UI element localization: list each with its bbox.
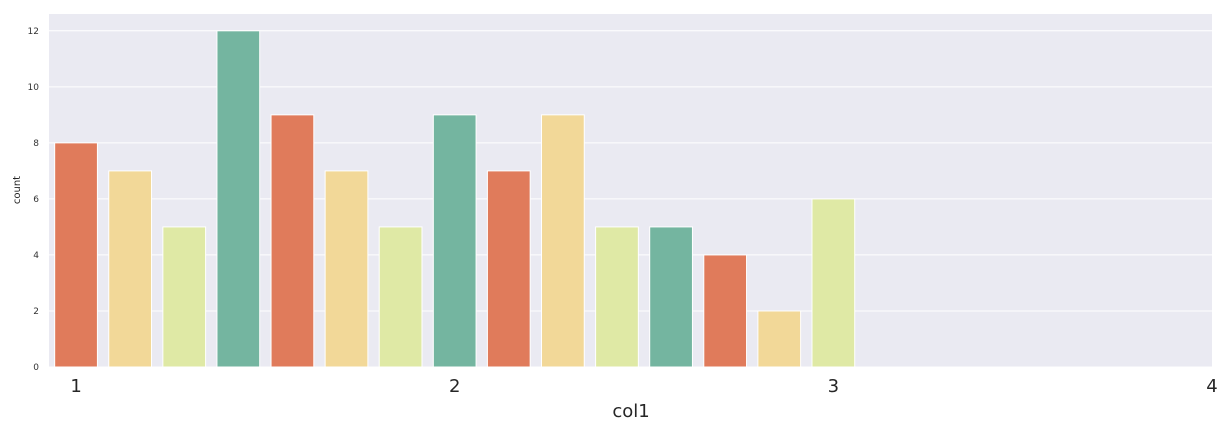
bar: [595, 226, 639, 368]
bar: [378, 226, 423, 368]
bar: [757, 310, 802, 368]
y-tick-label: 6: [33, 195, 39, 205]
y-tick-label: 0: [33, 363, 39, 373]
bar: [432, 114, 477, 368]
x-tick-label: 3: [828, 376, 839, 397]
bar: [162, 226, 207, 368]
bar: [541, 114, 585, 368]
y-tick-label: 8: [33, 139, 39, 149]
x-tick-label: 1: [70, 376, 81, 397]
y-axis-label: count: [12, 176, 23, 204]
bar: [108, 170, 153, 368]
bar: [54, 142, 98, 368]
bar: [486, 170, 531, 368]
y-tick-label: 12: [28, 27, 39, 37]
bar: [811, 198, 856, 368]
bar: [703, 254, 748, 368]
x-axis-label: col1: [612, 401, 649, 422]
x-tick-label: 2: [449, 376, 460, 397]
y-tick-label: 10: [28, 83, 40, 93]
bar: [216, 30, 261, 368]
bar: [649, 226, 693, 368]
bar: [324, 170, 369, 368]
x-tick-label: 4: [1206, 376, 1217, 397]
y-tick-label: 4: [33, 251, 39, 261]
y-tick-label: 2: [33, 307, 39, 317]
bar: [270, 114, 315, 368]
